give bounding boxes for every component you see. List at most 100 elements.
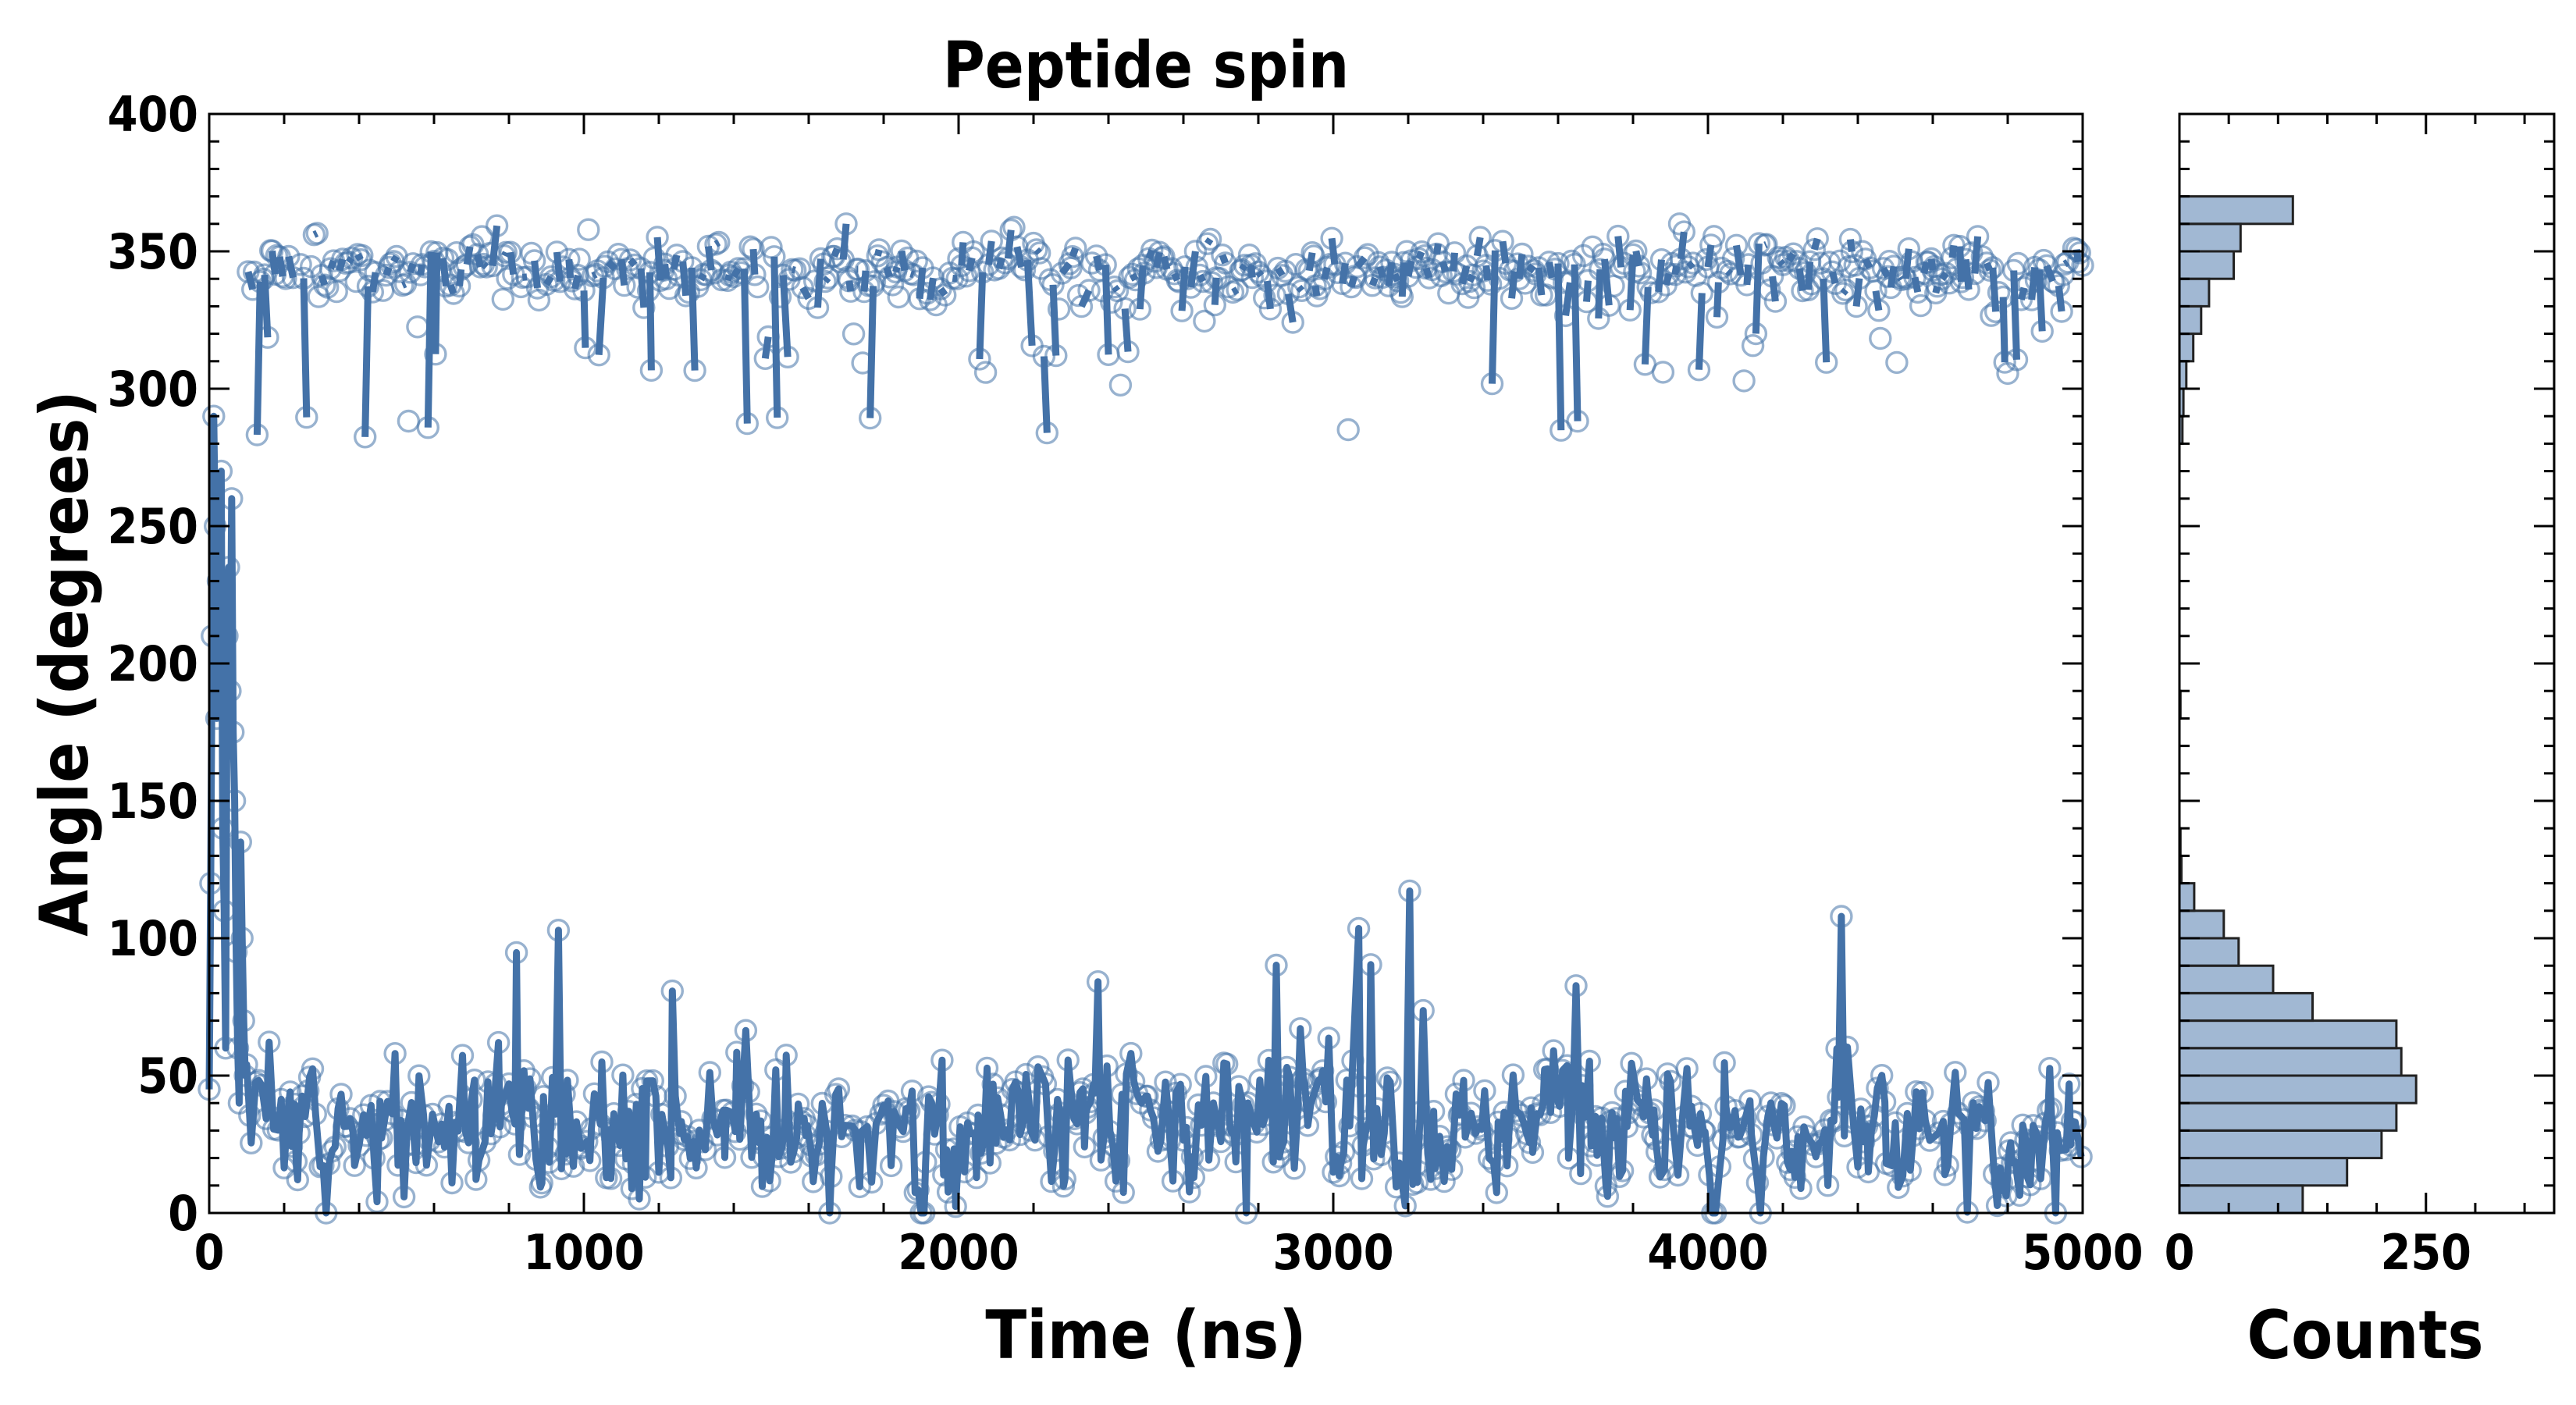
trace-line-high-state (1023, 259, 1036, 347)
trace-line-high-state (1554, 263, 1565, 431)
trace-line-high-state (1662, 272, 1673, 286)
trace-line-high-state (463, 246, 474, 265)
trace-line-high-state (312, 229, 319, 238)
scatter-point (1741, 334, 1765, 357)
scatter-point (1193, 309, 1216, 333)
histogram-bar (2178, 333, 2195, 363)
scatter-point (1077, 279, 1101, 302)
trace-line-high-state (1962, 258, 1973, 290)
trace-line-high-state (1473, 237, 1484, 257)
trace-line-high-state (976, 272, 987, 360)
trace-line-high-state (679, 261, 690, 297)
scatter-point (704, 233, 728, 256)
trace-line-high-state (697, 272, 707, 282)
scatter-point (568, 247, 591, 271)
trace-line-high-state (1763, 241, 1768, 249)
histogram-plot: 0 250 (2165, 112, 2556, 1281)
trace-line-high-state (1101, 264, 1112, 355)
scatter-point (846, 258, 870, 281)
trace-line-high-state (368, 272, 379, 293)
trace-line-high-state (253, 281, 264, 436)
trace-line-high-state (543, 275, 554, 286)
scatter-point (1064, 237, 1087, 260)
trace-line-high-state (966, 257, 976, 272)
scatter-point (1263, 283, 1286, 307)
scatter-point (2068, 241, 2091, 265)
trace-line-high-state (521, 273, 528, 281)
trace-line-high-state (617, 258, 628, 286)
trace-line-high-state (839, 223, 850, 260)
trace-line-high-state (1939, 271, 1949, 282)
trace-line-high-state (749, 248, 759, 276)
trace-line-high-state (1368, 276, 1379, 287)
x-tick-label: 4000 (1647, 1224, 1768, 1281)
trace-line-high-state (770, 256, 781, 418)
trace-line-high-state (909, 270, 915, 279)
trace-line-high-state (1328, 237, 1339, 265)
trace-line-high-state (244, 270, 257, 290)
trace-line-high-state (938, 286, 948, 297)
trace-line-high-state (580, 290, 589, 348)
trace-line-high-state (779, 275, 792, 357)
scatter-point (841, 322, 866, 346)
trace-line-high-state (731, 266, 742, 279)
trace-line-high-state (1433, 243, 1442, 255)
trace-line-high-state (653, 237, 664, 281)
trace-line-high-state (424, 251, 435, 428)
trace-line-high-state (2035, 269, 2046, 332)
trace-line-high-state (1069, 247, 1080, 258)
histogram-x-axis-label: Counts (2247, 1297, 2483, 1375)
trace-line-high-state (261, 274, 272, 338)
trace-line-high-state (1059, 261, 1073, 276)
scatter-point (2006, 251, 2030, 276)
trace-line-high-state (1956, 246, 1965, 283)
scatter-point (344, 269, 368, 293)
trace-line-high-state (407, 262, 417, 274)
trace-line-high-state (1466, 273, 1476, 283)
scatter-point (791, 276, 815, 300)
trace-line-high-state (1769, 276, 1779, 302)
histogram-bar (2178, 250, 2235, 280)
trace-line-high-state (300, 278, 311, 418)
histogram-bar (2178, 277, 2211, 308)
histogram-bars (2178, 195, 2418, 1215)
trace-line-high-state (1004, 229, 1015, 259)
trace-line-high-state (1145, 248, 1155, 260)
trace-line-high-state (860, 270, 870, 292)
trace-line-high-state (2028, 266, 2039, 301)
trace-line-high-state (1187, 251, 1199, 288)
trace-line-high-state (318, 274, 329, 286)
y-tick-label: 200 (108, 635, 198, 692)
histogram-bar (2178, 1157, 2349, 1187)
trace-line-high-state (1239, 263, 1248, 272)
trace-line-high-state (354, 252, 364, 261)
y-tick-label: 50 (137, 1048, 198, 1104)
trace-line-high-state (1626, 254, 1637, 311)
trace-line-high-state (474, 253, 484, 269)
trace-line-high-state (591, 271, 598, 279)
trace-line-high-state (1499, 240, 1510, 264)
trace-line-high-state (1872, 290, 1883, 311)
trace-line-high-state (1810, 237, 1821, 251)
trace-line-high-state (1846, 239, 1856, 253)
scatter-point (768, 285, 792, 308)
trace-line-high-state (831, 247, 841, 258)
trace-line-high-state (814, 258, 824, 308)
trace-line-high-state (1862, 257, 1873, 270)
trace-line-high-state (1695, 293, 1706, 370)
trace-line-high-state (327, 259, 337, 270)
histogram-bar (2178, 1184, 2304, 1215)
scatter-point (577, 218, 600, 241)
trace-line-high-state (1211, 277, 1220, 305)
trace-line-high-state (553, 251, 564, 283)
trace-line-high-state (2055, 285, 2065, 312)
trace-line-high-state (1733, 244, 1745, 276)
hist-x-tick-label: 0 (2165, 1224, 2195, 1281)
x-tick-label: 0 (194, 1224, 225, 1281)
trace-line-high-state (670, 254, 681, 270)
trace-line-high-state (1160, 255, 1171, 271)
histogram-bar (2178, 195, 2294, 226)
scatter-point (813, 269, 837, 293)
trace-line-high-state (1171, 272, 1181, 282)
scatter-point (1681, 251, 1705, 275)
